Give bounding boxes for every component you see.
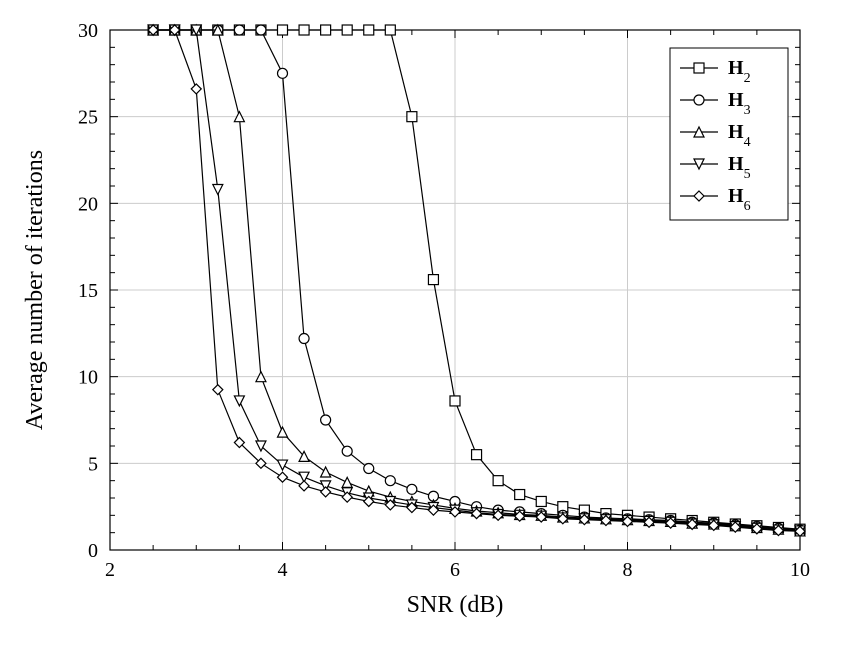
y-tick-label: 10 (78, 367, 98, 389)
y-tick-label: 30 (78, 20, 98, 42)
y-tick-label: 25 (78, 107, 98, 129)
legend: H2H3H4H5H6 (670, 48, 788, 220)
y-axis-title: Average number of iterations (22, 150, 48, 430)
chart-container: 2 4 6 8 10 0 5 10 15 20 25 30 SNR (dB) Average number… (0, 0, 843, 647)
x-tick-label: 4 (278, 559, 288, 581)
x-tick-label: 2 (105, 559, 115, 581)
line-chart: 2 4 6 8 10 0 5 10 15 20 25 30 SNR (dB) Average number… (0, 0, 843, 647)
y-tick-label: 0 (88, 540, 98, 562)
x-axis-title: SNR (dB) (407, 592, 504, 618)
y-tick-label: 5 (88, 453, 98, 475)
x-tick-label: 6 (450, 559, 460, 581)
x-tick-label: 8 (623, 559, 633, 581)
y-tick-label: 20 (78, 193, 98, 215)
y-tick-label: 15 (78, 280, 98, 302)
x-tick-label: 10 (790, 559, 810, 581)
